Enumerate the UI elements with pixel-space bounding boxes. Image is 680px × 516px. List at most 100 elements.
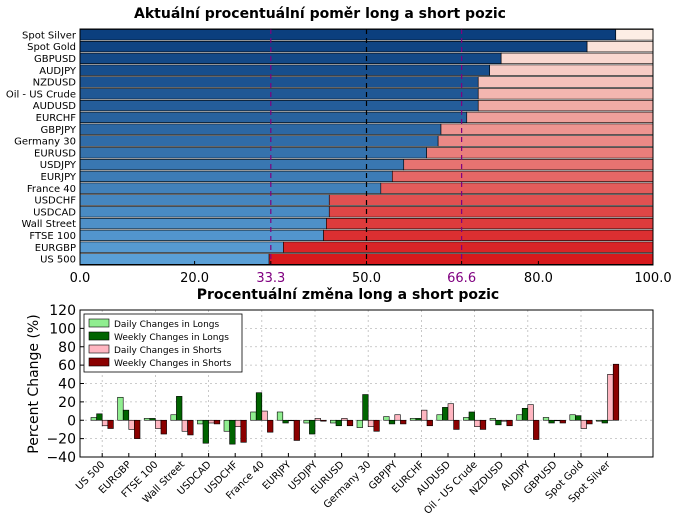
y-tick-label: 0 [67,413,76,429]
long-bar [79,253,270,265]
category-label: Spot Silver [22,30,77,41]
short-bar [477,100,654,112]
change-bar [160,419,167,435]
category-label: EURJPY [41,172,77,183]
legend-label: Weekly Changes in Longs [114,333,229,343]
change-y-ticks: −40 −20 0 20 40 60 80 100 120 [46,303,84,466]
category-label: GBPJPY [40,125,76,136]
change-bar [282,419,289,424]
change-bar [197,419,204,425]
x-tick-label: 0.0 [70,271,91,286]
long-bar [79,135,439,147]
short-bar [437,135,654,147]
change-bar [362,394,369,421]
change-bar [250,411,257,421]
change-bar [463,417,470,421]
long-bar [79,159,405,171]
change-bar [213,419,221,425]
change-bar [533,419,540,440]
change-bar [468,411,475,421]
category-label: AUDUSD [33,101,77,112]
change-bar [479,419,487,430]
change-bar [554,419,561,422]
change-bar [447,403,454,421]
change-bar [569,414,576,421]
y-tick-label: 120 [49,303,76,319]
change-bar [596,419,603,422]
change-bar [267,419,274,433]
change-bar [341,418,348,421]
long-bar [79,29,617,41]
change-bar [346,419,354,427]
long-bar [79,206,330,218]
change-bars [90,363,620,445]
category-label: GBPUSD [34,54,76,65]
category-label: EURGBP [35,243,76,254]
change-bar [426,419,433,427]
change-bar [388,419,396,425]
change-bar [453,419,460,430]
change-bar [293,419,300,441]
change-bar [122,409,130,421]
ratio-plot-frame [79,28,654,266]
category-label: Wall Street [22,219,77,230]
category-label: France 40 [27,184,76,195]
change-bar [314,418,321,421]
change-bar [400,419,407,425]
change-bar [234,419,242,427]
change-bar [303,419,310,424]
change-bar [107,419,114,429]
short-bar [323,229,654,242]
category-label: US 500 [40,255,76,266]
long-bar [79,100,479,112]
short-bar [380,182,654,194]
category-label: USDCAD [33,207,76,218]
change-bar [101,419,109,427]
change-bar [542,417,550,421]
legend-swatch [88,357,110,367]
change-bar [474,419,481,427]
change-plot-frame [79,309,654,458]
short-bar [477,76,654,88]
y-tick-label: 60 [58,358,76,374]
x-tick-label: 80.0 [524,271,553,286]
legend-label: Daily Changes in Longs [114,320,219,330]
short-bar [391,170,654,183]
change-bar [96,413,103,421]
long-bar [79,147,427,159]
y-tick-label: 80 [58,340,76,356]
long-bar [79,111,468,123]
long-bar [79,218,327,230]
change-bar [202,419,209,444]
category-label: Germany 30 [14,137,76,148]
change-bar [143,418,151,421]
y-tick-label: −20 [46,432,76,448]
category-label: EURUSD [34,148,76,159]
short-bar [426,147,654,159]
change-bar [495,419,502,426]
change-bar [383,416,390,421]
change-bar [506,419,513,427]
change-bar [489,418,496,421]
category-label: Oil - US Crude [6,89,76,100]
change-bar [548,419,555,424]
long-bar [79,40,588,53]
long-bar [79,241,284,253]
change-bar [229,419,236,445]
change-bar [223,419,230,432]
legend-swatch [88,344,110,354]
short-bar [326,218,654,230]
y-tick-label: 100 [49,321,76,337]
change-bar [149,418,156,421]
change-bar [516,414,523,421]
change-bar [500,419,508,422]
change-bar [612,363,620,421]
change-bar [521,408,529,421]
long-bar [79,194,330,206]
change-bar [409,418,417,421]
change-bar [176,396,183,421]
short-bar [615,29,654,41]
change-bar [373,419,380,432]
change-bar [367,419,375,427]
